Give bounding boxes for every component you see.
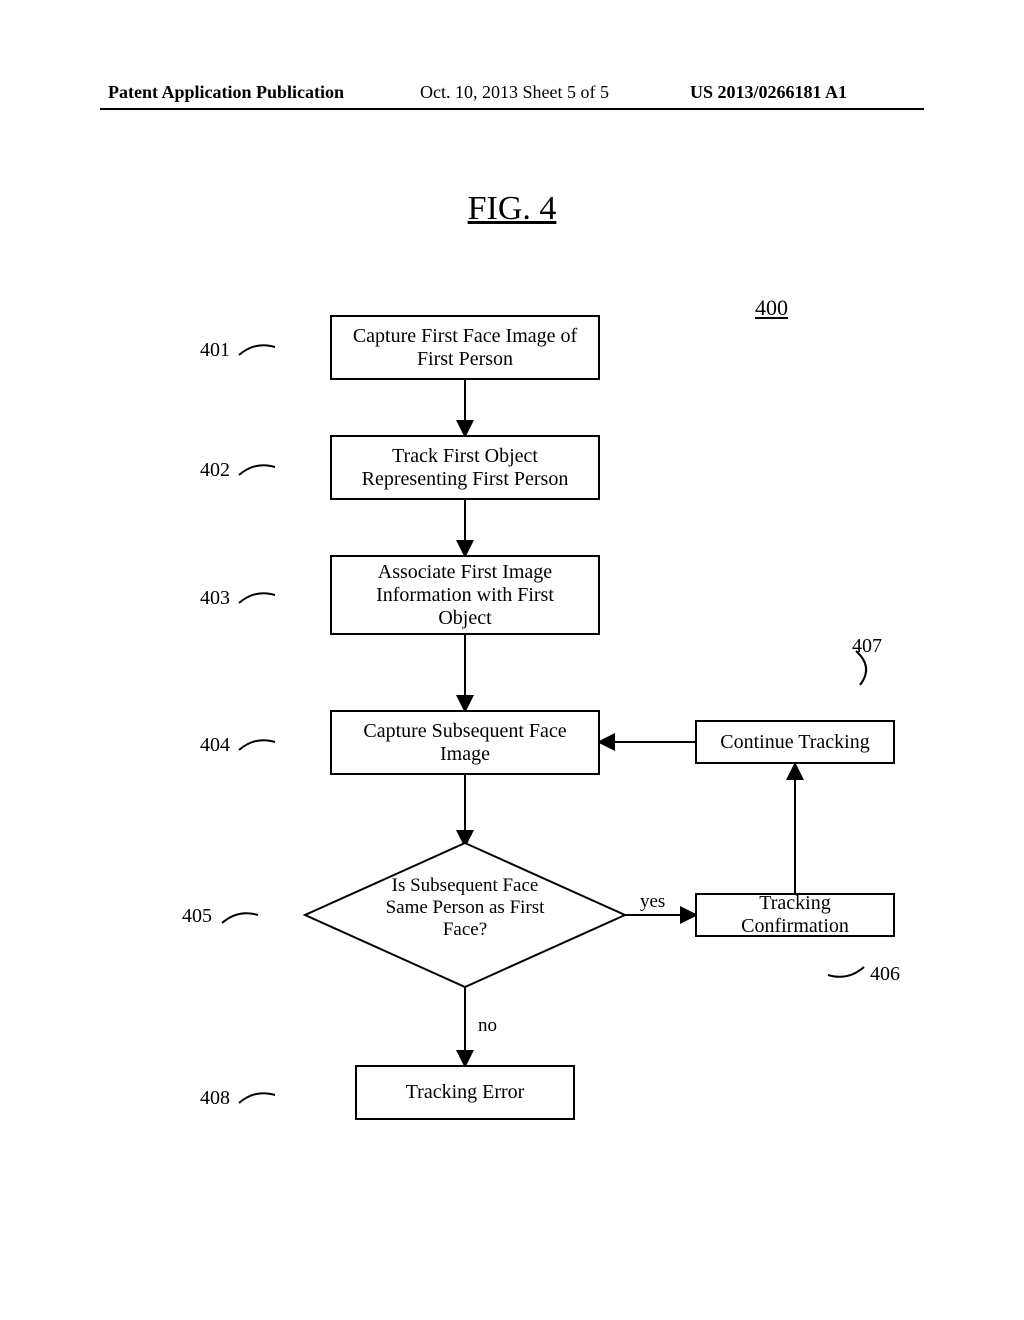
- ref-402: 402: [200, 459, 230, 482]
- node-405-label: Is Subsequent FaceSame Person as FirstFa…: [386, 875, 545, 940]
- node-401: Capture First Face Image ofFirst Person: [330, 315, 600, 380]
- node-408-label: Tracking Error: [406, 1081, 525, 1104]
- node-406: Tracking Confirmation: [695, 893, 895, 937]
- node-402-label: Track First ObjectRepresenting First Per…: [362, 445, 569, 491]
- node-403: Associate First ImageInformation with Fi…: [330, 555, 600, 635]
- node-404: Capture Subsequent FaceImage: [330, 710, 600, 775]
- edge-no-label: no: [478, 1015, 497, 1037]
- node-404-label: Capture Subsequent FaceImage: [363, 720, 566, 766]
- header-rule: [100, 108, 924, 110]
- ref-403: 403: [200, 587, 230, 610]
- node-406-label: Tracking Confirmation: [707, 892, 883, 938]
- node-407: Continue Tracking: [695, 720, 895, 764]
- ref-405: 405: [182, 905, 212, 928]
- node-408: Tracking Error: [355, 1065, 575, 1120]
- node-403-label: Associate First ImageInformation with Fi…: [376, 561, 554, 630]
- header-right: US 2013/0266181 A1: [690, 82, 847, 103]
- flowchart: Capture First Face Image ofFirst Person …: [100, 315, 924, 1215]
- ref-408: 408: [200, 1087, 230, 1110]
- ref-407: 407: [852, 635, 882, 658]
- node-402: Track First ObjectRepresenting First Per…: [330, 435, 600, 500]
- node-407-label: Continue Tracking: [720, 731, 869, 754]
- ref-404: 404: [200, 734, 230, 757]
- ref-406: 406: [870, 963, 900, 986]
- node-405: Is Subsequent FaceSame Person as FirstFa…: [345, 875, 585, 941]
- header-left: Patent Application Publication: [108, 82, 344, 103]
- edge-yes-label: yes: [640, 891, 665, 913]
- ref-401: 401: [200, 339, 230, 362]
- page: Patent Application Publication Oct. 10, …: [0, 0, 1024, 1320]
- figure-title: FIG. 4: [0, 190, 1024, 228]
- header-mid: Oct. 10, 2013 Sheet 5 of 5: [420, 82, 609, 103]
- node-401-label: Capture First Face Image ofFirst Person: [353, 325, 577, 371]
